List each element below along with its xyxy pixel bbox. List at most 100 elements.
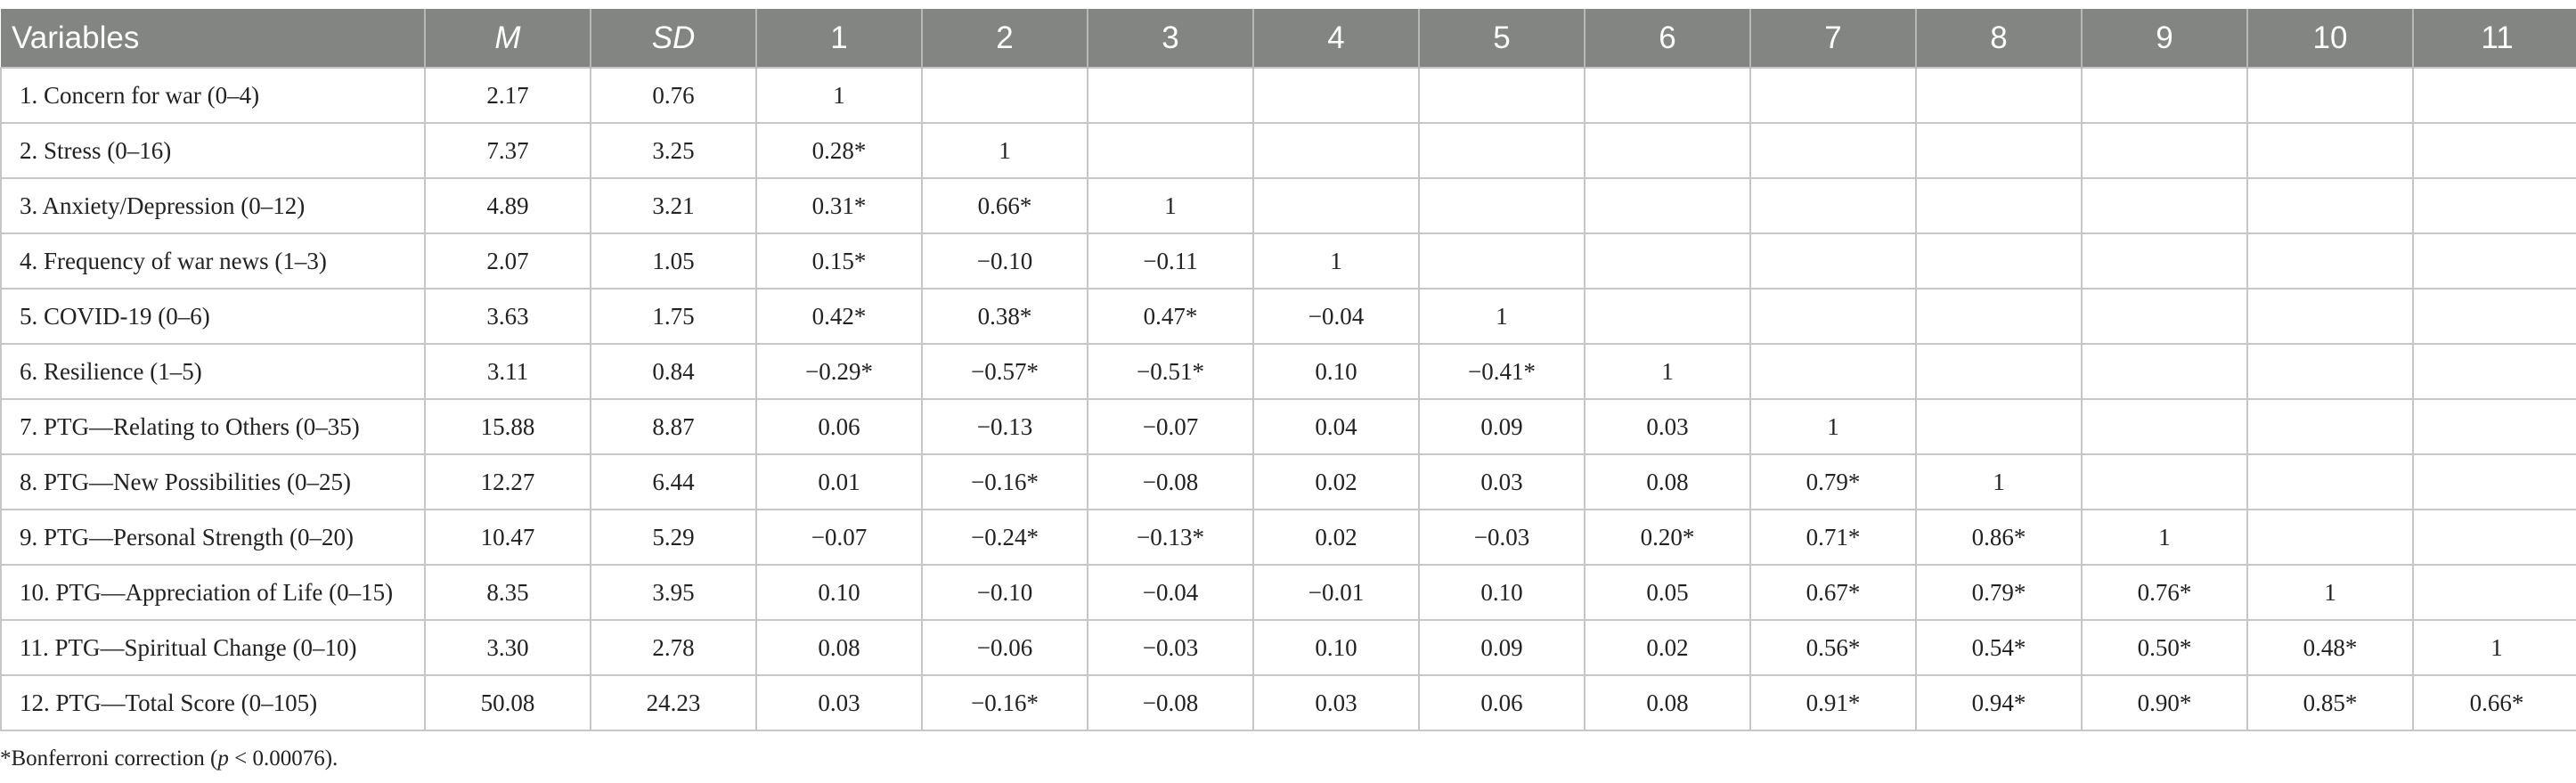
table-cell: 0.48* (2246, 619, 2414, 676)
table-cell: 6.44 (590, 453, 757, 510)
table-cell: 0.03 (755, 674, 923, 731)
header-col-2: SD (590, 9, 756, 68)
table-cell: 0.09 (1418, 398, 1586, 455)
table-cell (2246, 177, 2414, 234)
table-cell: −0.57* (921, 343, 1088, 400)
table-cell: −0.03 (1418, 509, 1586, 566)
table-cell: −0.24* (921, 509, 1088, 566)
table-row: 10. PTG—Appreciation of Life (0–15) 8.35 3… (0, 564, 2576, 621)
table-cell (2246, 288, 2414, 345)
header-col-8: 6 (1584, 9, 1750, 68)
table-cell: 2.07 (424, 232, 591, 290)
table-row: 1. Concern for war (0–4) 2.17 0.76 1 (0, 67, 2576, 124)
table-cell: 7.37 (424, 122, 591, 179)
table-cell: 0.02 (1584, 619, 1751, 676)
table-cell (2081, 122, 2248, 179)
header-col-6: 4 (1252, 9, 1419, 68)
table-cell: 0.31* (755, 177, 923, 234)
table-cell (2081, 398, 2248, 455)
table-cell: 3.25 (590, 122, 757, 179)
table-cell: 0.38* (921, 288, 1088, 345)
table-row: 12. PTG—Total Score (0–105) 50.08 24.23 0.0… (0, 674, 2576, 731)
table-cell (1749, 288, 1917, 345)
table-cell (1252, 177, 1420, 234)
variable-name-cell: 8. PTG—New Possibilities (0–25) (0, 453, 426, 510)
table-cell (1749, 67, 1917, 124)
table-cell (2081, 232, 2248, 290)
table-body: 1. Concern for war (0–4) 2.17 0.76 1 2. Stre… (0, 67, 2576, 731)
table-cell: 0.10 (1252, 619, 1420, 676)
table-cell (2246, 453, 2414, 510)
table-cell: 0.66* (2412, 674, 2576, 731)
table-row: 5. COVID-19 (0–6) 3.63 1.75 0.42* 0.38* 0.47*… (0, 288, 2576, 345)
table-cell (921, 67, 1088, 124)
table-cell (2412, 288, 2576, 345)
table-cell: 0.03 (1584, 398, 1751, 455)
table-cell: 1 (2246, 564, 2414, 621)
table-cell (2412, 453, 2576, 510)
table-cell: −0.16* (921, 674, 1088, 731)
table-cell: 5.29 (590, 509, 757, 566)
table-cell (1418, 122, 1586, 179)
table-cell (1087, 67, 1254, 124)
table-cell: 1 (2412, 619, 2576, 676)
table-cell: 0.85* (2246, 674, 2414, 731)
table-cell: −0.11 (1087, 232, 1254, 290)
table-cell: 1 (1087, 177, 1254, 234)
table-cell: 0.66* (921, 177, 1088, 234)
table-cell (1418, 67, 1586, 124)
table-cell (1584, 67, 1751, 124)
table-cell (1252, 122, 1420, 179)
table-cell (2246, 232, 2414, 290)
table-cell: 0.10 (1418, 564, 1586, 621)
table-cell: 0.56* (1749, 619, 1917, 676)
table-cell: 1 (755, 67, 923, 124)
table-cell: 0.42* (755, 288, 923, 345)
header-col-5: 3 (1087, 9, 1253, 68)
table-footnote: *Bonferroni correction (p < 0.00076). (0, 746, 338, 771)
table-cell: 0.86* (1915, 509, 2083, 566)
table-cell: −0.08 (1087, 674, 1254, 731)
table-cell (2246, 343, 2414, 400)
table-cell: 3.11 (424, 343, 591, 400)
table-cell (2412, 122, 2576, 179)
table-cell: 0.08 (1584, 674, 1751, 731)
table-cell (1584, 177, 1751, 234)
table-cell: 1.75 (590, 288, 757, 345)
variable-name-cell: 3. Anxiety/Depression (0–12) (0, 177, 426, 234)
table-row: 3. Anxiety/Depression (0–12) 4.89 3.21 0.31… (0, 177, 2576, 234)
table-cell (1418, 232, 1586, 290)
table-cell: 0.10 (1252, 343, 1420, 400)
variable-name-cell: 11. PTG—Spiritual Change (0–10) (0, 619, 426, 676)
table-cell: −0.04 (1087, 564, 1254, 621)
table-row: 9. PTG—Personal Strength (0–20) 10.47 5.29… (0, 509, 2576, 566)
table-cell (2412, 232, 2576, 290)
table-cell: 1 (2081, 509, 2248, 566)
table-cell (1915, 122, 2083, 179)
table-cell: 0.10 (755, 564, 923, 621)
table-row: 7. PTG—Relating to Others (0–35) 15.88 8.8… (0, 398, 2576, 455)
table-cell: −0.13 (921, 398, 1088, 455)
table-cell (1584, 122, 1751, 179)
table-cell: 0.28* (755, 122, 923, 179)
table-cell (2412, 509, 2576, 566)
table-cell: 0.06 (1418, 674, 1586, 731)
table-row: 6. Resilience (1–5) 3.11 0.84 −0.29* −0.57* −… (0, 343, 2576, 400)
footnote-p-symbol: p (217, 746, 229, 771)
table-cell: −0.41* (1418, 343, 1586, 400)
correlation-table-container: Variables M SD 1 2 3 4 5 6 7 8 9 10 11 1. Concern for… (0, 9, 2576, 731)
table-cell: 1 (1749, 398, 1917, 455)
table-row: 11. PTG—Spiritual Change (0–10) 3.30 2.78 0… (0, 619, 2576, 676)
table-cell: 0.04 (1252, 398, 1420, 455)
table-cell (2412, 564, 2576, 621)
variable-name-cell: 10. PTG—Appreciation of Life (0–15) (0, 564, 426, 621)
table-cell (2081, 453, 2248, 510)
header-col-11: 9 (2081, 9, 2247, 68)
table-cell: 0.02 (1252, 509, 1420, 566)
table-cell (1915, 343, 2083, 400)
header-variables: Variables (12, 20, 140, 55)
header-col-13: 11 (2412, 9, 2576, 68)
correlation-table: Variables M SD 1 2 3 4 5 6 7 8 9 10 11 1. Concern for… (0, 9, 2576, 731)
table-cell (1915, 232, 2083, 290)
table-cell: 2.78 (590, 619, 757, 676)
